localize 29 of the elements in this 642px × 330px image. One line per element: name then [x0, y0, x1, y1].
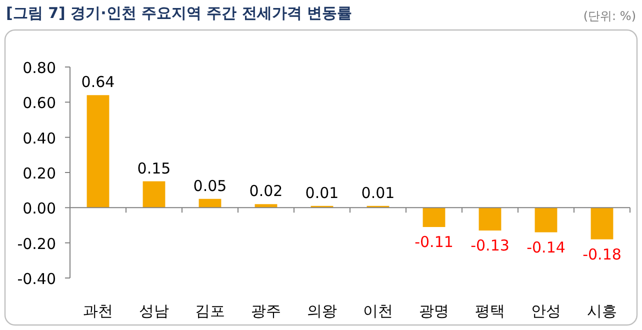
x-tick-label: 김포 [195, 302, 225, 320]
x-tick-label: 평택 [475, 302, 505, 320]
y-tick-label: 0.40 [22, 129, 56, 148]
text: (단위: %) [583, 9, 636, 23]
data-label: 0.01 [305, 184, 339, 202]
y-tick-label: -0.40 [17, 270, 56, 288]
x-tick-label: 광명 [419, 302, 449, 320]
y-tick-label: 0.80 [22, 59, 56, 77]
x-tick-label: 성남 [139, 302, 169, 320]
y-tick-label: -0.20 [17, 234, 56, 253]
x-tick-label: 과천 [83, 302, 113, 320]
x-tick-label: 이천 [363, 302, 393, 320]
data-label: 0.05 [193, 176, 227, 195]
data-label: -0.13 [470, 236, 510, 255]
data-label: 0.64 [81, 73, 115, 92]
data-label: -0.11 [414, 233, 454, 252]
y-tick-label: 0.20 [22, 164, 56, 182]
chart-title: [그림 7] 경기·인천 주요지역 주간 전세가격 변동률 [6, 4, 352, 22]
data-label: 0.02 [249, 182, 283, 200]
x-tick-label: 의왕 [307, 302, 337, 320]
y-tick-label: 0.60 [22, 94, 56, 112]
data-label: 0.01 [361, 184, 395, 202]
data-label: 0.15 [137, 159, 171, 178]
x-tick-label: 광주 [251, 302, 281, 320]
x-tick-label: 안성 [531, 302, 561, 320]
x-tick-label: 시흥 [587, 302, 617, 320]
data-label: -0.14 [526, 238, 566, 256]
y-tick-label: 0.00 [22, 200, 56, 218]
data-label: -0.18 [582, 245, 622, 264]
